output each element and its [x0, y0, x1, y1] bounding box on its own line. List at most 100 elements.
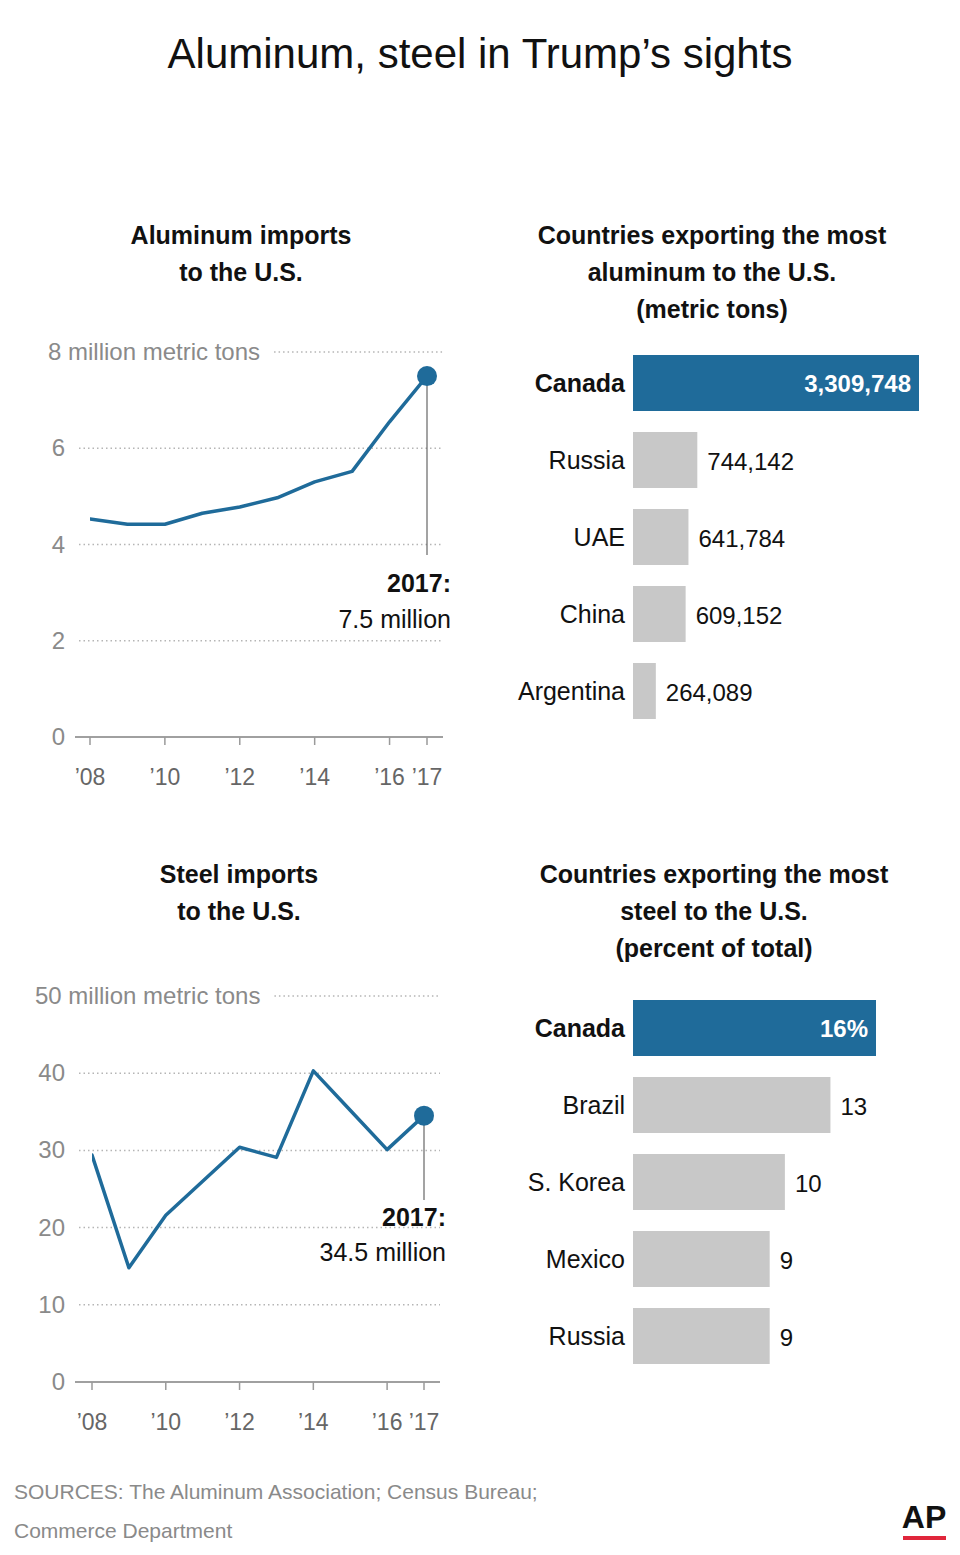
source-note: SOURCES: The Aluminum Association; Censu… [14, 1472, 594, 1550]
bar [633, 1154, 785, 1210]
annotation-text: 7.5 million [338, 605, 451, 633]
line-chart: 0 10 20 30 40 50 million metric tons ’08 ’10 ’12… [35, 982, 446, 1435]
grid-line [274, 995, 440, 997]
x-axis-line [75, 1381, 440, 1383]
category-label: Canada [535, 1014, 626, 1042]
category-label: Argentina [518, 677, 625, 705]
bar [633, 1231, 770, 1287]
page-title: Aluminum, steel in Trump’s sights [168, 30, 793, 77]
data-label: 9 [780, 1247, 793, 1274]
x-tick-label: ’14 [299, 764, 330, 790]
x-axis-line [75, 736, 443, 738]
axis-line [75, 1381, 440, 1383]
x-tick [389, 737, 391, 745]
x-tick-label: ’08 [75, 764, 106, 790]
chart-subtitle: (percent of total) [524, 930, 904, 967]
x-tick [314, 737, 316, 745]
x-tick-label: ’17 [409, 1409, 440, 1435]
bar [633, 355, 919, 411]
grid-line [79, 640, 443, 642]
x-tick [239, 1382, 241, 1390]
bar [633, 1000, 876, 1056]
bar [633, 586, 686, 642]
chart-heading: Aluminum imports to the U.S. [11, 217, 471, 291]
data-label: 16% [820, 1015, 868, 1042]
line-chart: 02468 million metric tons’08’10’12’14’16… [48, 338, 451, 790]
x-tick [164, 737, 166, 745]
category-label: S. Korea [528, 1168, 625, 1196]
y-tick-label: 20 [38, 1214, 65, 1241]
x-tick [91, 1382, 93, 1390]
category-label: Russia [549, 1322, 626, 1350]
y-tick-label: 10 [38, 1291, 65, 1318]
x-tick [423, 1382, 425, 1390]
bar [633, 1308, 770, 1364]
plot-area [90, 376, 427, 524]
data-label: 3,309,748 [804, 370, 911, 397]
chart-title: Countries exporting the most aluminum to… [522, 217, 902, 291]
x-tick-label: ’12 [224, 1409, 255, 1435]
chart-title: Steel imports to the U.S. [152, 856, 327, 930]
x-tick-label: ’14 [298, 1409, 329, 1435]
highlight-point [414, 1106, 434, 1126]
y-tick-label: 30 [38, 1136, 65, 1163]
chart-title: Countries exporting the most steel to th… [524, 856, 904, 930]
data-label: 744,142 [707, 448, 794, 475]
x-tick-label: ’16 [372, 1409, 403, 1435]
y-tick-label: 4 [52, 531, 65, 558]
bar [633, 663, 656, 719]
credit-underline [903, 1536, 946, 1540]
y-tick-label: 40 [38, 1059, 65, 1086]
y-tick-label: 0 [52, 1368, 65, 1395]
bar [633, 432, 697, 488]
category-label: Canada [535, 369, 626, 397]
x-tick [165, 1382, 167, 1390]
axis-line [75, 736, 443, 738]
x-tick-label: ’10 [150, 764, 181, 790]
category-label: China [560, 600, 625, 628]
x-tick-label: ’16 [374, 764, 405, 790]
credit-logo: AP [902, 1499, 946, 1535]
category-label: Brazil [562, 1091, 625, 1119]
annotation-label: 2017: [382, 1203, 446, 1231]
grid-line [79, 544, 443, 546]
bar [633, 509, 688, 565]
x-tick-label: ’08 [77, 1409, 108, 1435]
annotation-line [426, 376, 427, 555]
category-label: UAE [574, 523, 625, 551]
x-tick [386, 1382, 388, 1390]
x-tick [239, 737, 241, 745]
bar [633, 1077, 830, 1133]
highlight-point [417, 366, 437, 386]
annotation-text: 34.5 million [320, 1238, 446, 1266]
chart-heading: Steel imports to the U.S. [9, 856, 469, 930]
grid-line [79, 1072, 440, 1074]
x-tick-label: ’10 [150, 1409, 181, 1435]
y-tick-label: 2 [52, 627, 65, 654]
data-label: 9 [780, 1324, 793, 1351]
bar-chart: Canada 3,309,748 Russia 744,142 UAE 641,784 Ch… [518, 355, 919, 719]
page: Aluminum, steel in Trump’s sights 0 2 4 6 8 m… [0, 0, 960, 1555]
x-tick-label: ’17 [412, 764, 443, 790]
chart-heading: Countries exporting the most aluminum to… [482, 217, 942, 328]
annotation-label: 2017: [387, 569, 451, 597]
annotation-line [423, 1116, 424, 1200]
y-tick-label: 8 million metric tons [48, 338, 260, 365]
y-tick-label: 6 [52, 434, 65, 461]
category-label: Russia [549, 446, 626, 474]
x-tick [89, 737, 91, 745]
grid-line [79, 1304, 440, 1306]
x-tick [313, 1382, 315, 1390]
category-label: Mexico [546, 1245, 625, 1273]
y-tick-label: 50 million metric tons [35, 982, 260, 1009]
y-tick-label: 0 [52, 723, 65, 750]
chart-title: Aluminum imports to the U.S. [124, 217, 359, 291]
data-label: 641,784 [698, 525, 785, 552]
chart-subtitle: (metric tons) [522, 291, 902, 328]
grid-line [79, 448, 443, 450]
grid-line [274, 351, 443, 353]
data-label: 609,152 [696, 602, 783, 629]
bar-chart: Canada16%Brazil13S. Korea10Mexico9Russia… [528, 1000, 876, 1364]
x-tick [426, 737, 428, 745]
data-label: 13 [840, 1093, 867, 1120]
